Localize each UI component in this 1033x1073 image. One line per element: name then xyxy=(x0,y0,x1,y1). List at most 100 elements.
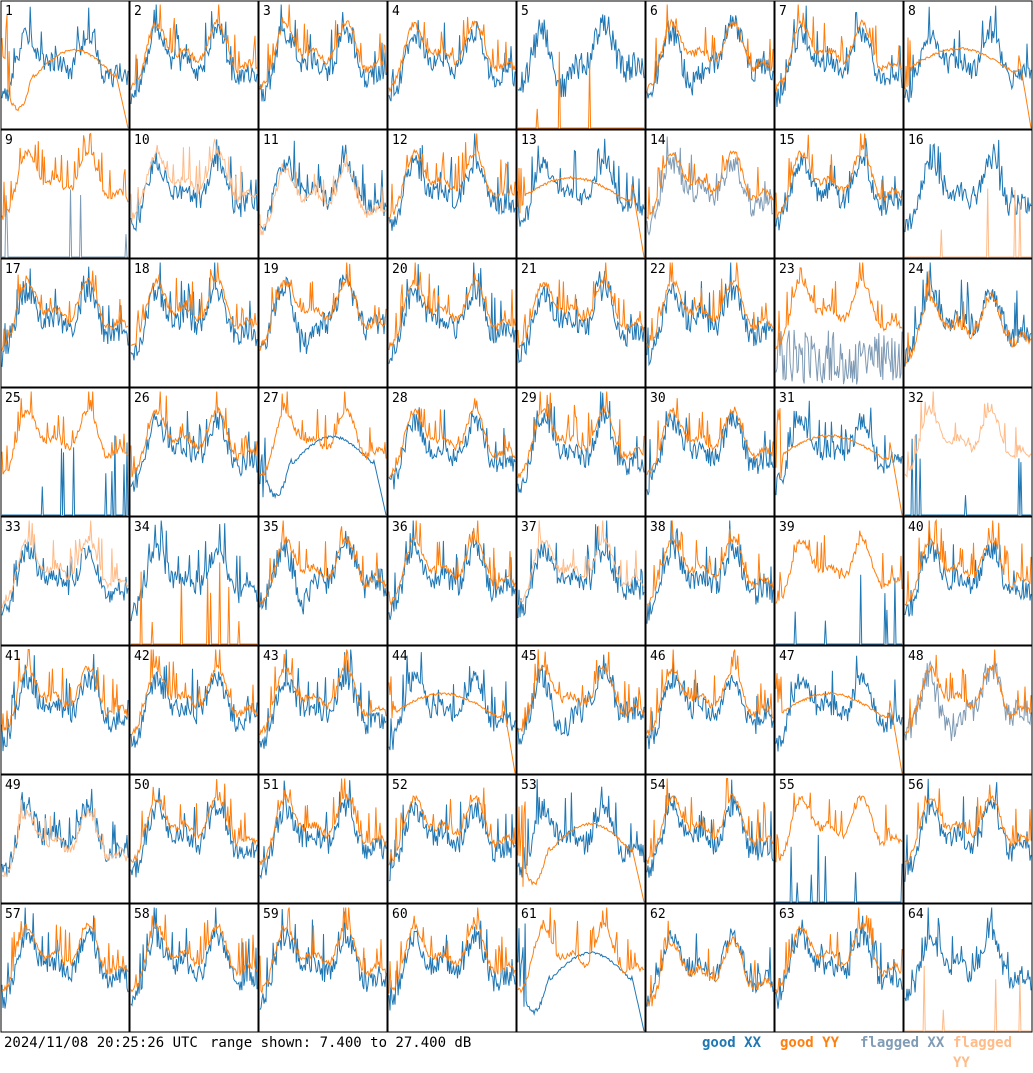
legend-flagged-yy: flagged YY xyxy=(953,1035,1013,1071)
panel-id-label: 63 xyxy=(779,907,795,922)
xx-series-line xyxy=(517,779,645,878)
panel-id-label: 27 xyxy=(263,391,279,406)
panel-id-label: 44 xyxy=(392,649,408,664)
yy-series-line xyxy=(388,133,516,221)
yy-series-line xyxy=(775,673,903,774)
panel-id-label: 6 xyxy=(650,4,658,19)
xx-series-line xyxy=(130,520,258,622)
spectrum-panel: 47 xyxy=(774,645,904,775)
spectrum-panel: 12 xyxy=(387,129,517,259)
panel-frame xyxy=(774,258,904,388)
xx-series-line xyxy=(1,788,129,877)
spectrum-panel: 2 xyxy=(129,0,259,130)
spectrum-panel: 56 xyxy=(903,774,1033,904)
spectrum-panel: 16 xyxy=(903,129,1033,259)
xx-series-line xyxy=(775,329,903,385)
spectrum-panel: 44 xyxy=(387,645,517,775)
yy-series-line xyxy=(130,4,258,91)
xx-series-line xyxy=(646,520,774,624)
spectrum-panel: 40 xyxy=(903,516,1033,646)
yy-series-line xyxy=(646,4,774,93)
panel-id-label: 29 xyxy=(521,391,537,406)
panel-id-label: 50 xyxy=(134,778,150,793)
spectrum-panel: 27 xyxy=(258,387,388,517)
panel-frame xyxy=(0,387,130,517)
yy-series-line xyxy=(130,262,258,346)
yy-series-line xyxy=(646,520,774,606)
xx-series-line xyxy=(904,778,1032,882)
yy-series-line xyxy=(775,907,903,995)
panel-id-label: 37 xyxy=(521,520,537,535)
yy-series-line xyxy=(388,16,516,93)
xx-series-line xyxy=(904,5,1032,103)
panel-frame xyxy=(645,129,775,259)
panel-id-label: 3 xyxy=(263,4,271,19)
spectrum-panel: 35 xyxy=(258,516,388,646)
panel-frame xyxy=(903,774,1033,904)
panel-frame xyxy=(903,129,1033,259)
xx-series-line xyxy=(517,14,645,98)
yy-series-line xyxy=(904,518,1032,607)
xx-series-line xyxy=(646,411,774,496)
xx-series-line xyxy=(776,834,903,903)
yy-series-line xyxy=(388,907,516,994)
range-text: range shown: 7.400 to 27.400 dB xyxy=(210,1035,472,1051)
yy-series-line xyxy=(775,4,903,92)
xx-series-line xyxy=(1,6,129,102)
panel-frame xyxy=(387,774,517,904)
xx-series-line xyxy=(388,262,516,364)
xx-series-line xyxy=(775,915,903,1009)
yy-series-line xyxy=(259,391,387,477)
panel-id-label: 7 xyxy=(779,4,787,19)
xx-series-line xyxy=(388,520,516,621)
yy-series-line xyxy=(518,51,644,129)
yy-series-line xyxy=(646,262,774,348)
yy-series-line xyxy=(646,649,774,735)
panel-id-label: 61 xyxy=(521,907,537,922)
panel-id-label: 62 xyxy=(650,907,666,922)
spectrum-panel: 63 xyxy=(774,903,904,1033)
panel-id-label: 35 xyxy=(263,520,279,535)
spectrum-panel: 51 xyxy=(258,774,388,904)
xx-series-line xyxy=(517,391,645,493)
spectrum-panel: 43 xyxy=(258,645,388,775)
yy-series-line xyxy=(259,262,387,351)
yy-series-line xyxy=(517,520,645,608)
panel-id-label: 33 xyxy=(5,520,21,535)
spectrum-panel: 57 xyxy=(0,903,130,1033)
yy-series-line xyxy=(1,917,129,992)
yy-series-line xyxy=(259,907,387,995)
panel-id-label: 21 xyxy=(521,262,537,277)
panel-id-label: 11 xyxy=(263,133,279,148)
xx-series-line xyxy=(130,907,258,1007)
panel-id-label: 4 xyxy=(392,4,400,19)
xx-series-line xyxy=(2,189,128,258)
spectrum-panel: 38 xyxy=(645,516,775,646)
yy-series-line xyxy=(905,965,1031,1032)
panel-frame xyxy=(903,258,1033,388)
panel-frame xyxy=(129,0,259,130)
xx-series-line xyxy=(646,262,774,367)
yy-series-line xyxy=(646,150,774,220)
xx-series-line xyxy=(388,652,516,751)
yy-series-line xyxy=(905,188,1031,258)
spectrum-panel: 20 xyxy=(387,258,517,388)
spectrum-panel: 8 xyxy=(903,0,1033,130)
xx-series-line xyxy=(646,928,774,1007)
yy-series-line xyxy=(1,520,129,609)
panel-frame xyxy=(0,516,130,646)
spectrum-panel: 4 xyxy=(387,0,517,130)
panel-id-label: 17 xyxy=(5,262,21,277)
panel-frame xyxy=(903,645,1033,775)
yy-series-line xyxy=(1,391,129,475)
spectrum-panel: 39 xyxy=(774,516,904,646)
yy-series-line xyxy=(130,138,258,221)
xx-series-line xyxy=(1,266,129,367)
spectrum-panel: 33 xyxy=(0,516,130,646)
panel-id-label: 10 xyxy=(134,133,150,148)
yy-series-line xyxy=(130,778,258,864)
spectrum-panel: 11 xyxy=(258,129,388,259)
xx-series-line xyxy=(259,4,387,102)
spectrum-panel: 64 xyxy=(903,903,1033,1033)
